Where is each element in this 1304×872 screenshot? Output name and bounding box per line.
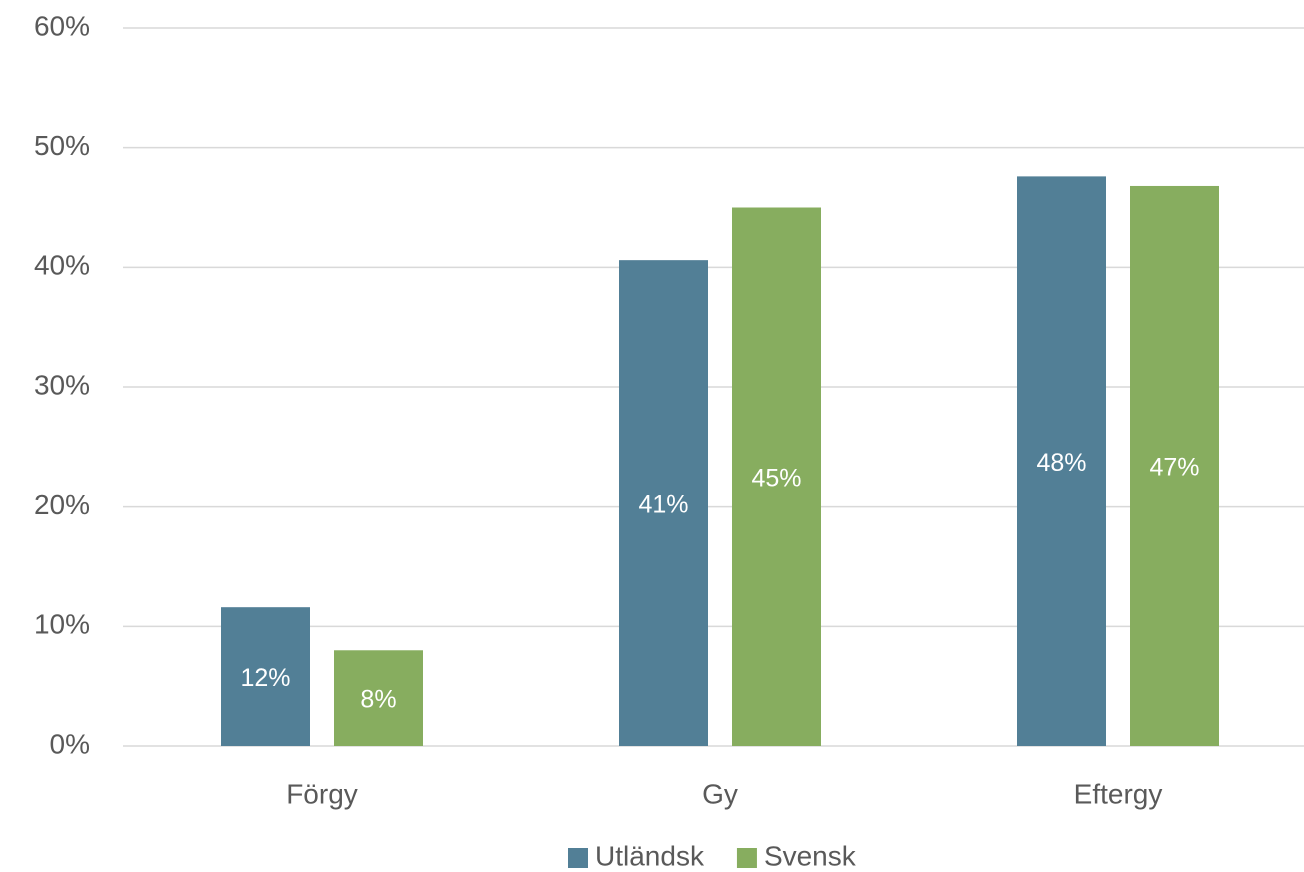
x-tick-label: Förgy bbox=[286, 778, 358, 809]
data-label: 12% bbox=[240, 664, 290, 692]
y-tick-label: 30% bbox=[34, 369, 90, 400]
bar bbox=[334, 650, 423, 746]
y-tick-label: 60% bbox=[34, 10, 90, 41]
bar bbox=[619, 260, 708, 746]
data-label: 41% bbox=[638, 491, 688, 519]
y-tick-label: 50% bbox=[34, 130, 90, 161]
x-tick-label: Gy bbox=[702, 778, 738, 809]
data-label: 47% bbox=[1149, 454, 1199, 482]
data-label: 48% bbox=[1036, 449, 1086, 477]
legend-swatch bbox=[568, 848, 588, 868]
data-label: 45% bbox=[751, 464, 801, 492]
x-tick-label: Eftergy bbox=[1074, 778, 1163, 809]
bar bbox=[1017, 176, 1106, 747]
y-tick-label: 40% bbox=[34, 250, 90, 281]
bar bbox=[732, 207, 821, 746]
legend-label: Svensk bbox=[764, 840, 857, 871]
bar bbox=[1130, 185, 1219, 746]
y-tick-label: 10% bbox=[34, 609, 90, 640]
y-tick-label: 0% bbox=[50, 728, 90, 759]
bar bbox=[221, 607, 310, 746]
y-tick-label: 20% bbox=[34, 489, 90, 520]
legend-label: Utländsk bbox=[595, 840, 705, 871]
data-label: 8% bbox=[360, 686, 396, 714]
legend-swatch bbox=[736, 848, 757, 868]
